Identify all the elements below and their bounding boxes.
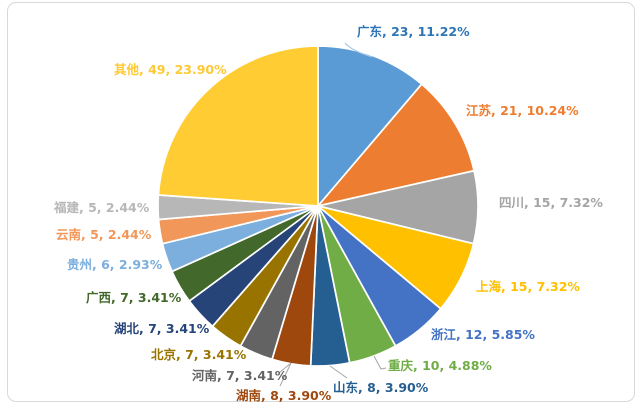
label-leader-line-4 [278, 362, 292, 374]
pie-slice-label-2: 江苏, 21, 10.24% [466, 103, 579, 118]
pie-slice-label-10: 北京, 7, 3.41% [151, 347, 247, 362]
pie-slice-label-5: 浙江, 12, 5.85% [431, 327, 535, 342]
pie-slice-label-9: 河南, 7, 3.41% [192, 368, 288, 383]
label-leader-line-1 [344, 42, 373, 58]
pie-slice-label-1: 广东, 23, 11.22% [357, 24, 470, 39]
pie-slice-label-13: 贵州, 6, 2.93% [67, 257, 163, 272]
label-leader-line-2 [373, 355, 387, 370]
pie-slice-label-7: 山东, 8, 3.90% [333, 380, 429, 395]
pie-slice-label-14: 云南, 5, 2.44% [56, 227, 152, 242]
pie-slice-label-15: 福建, 5, 2.44% [54, 200, 150, 215]
pie-slice-label-8: 湖南, 8, 3.90% [236, 388, 332, 403]
pie-slice-label-16: 其他, 49, 23.90% [114, 62, 227, 77]
pie-slice-2 [317, 83, 475, 207]
label-leader-line-3 [329, 365, 348, 379]
pie-slice-label-6: 重庆, 10, 4.88% [388, 358, 492, 373]
pie-slice-1 [317, 45, 423, 207]
pie-slice-label-12: 广西, 7, 3.41% [86, 290, 182, 305]
label-leader-line-5 [279, 362, 292, 387]
pie-slice-label-11: 湖北, 7, 3.41% [114, 321, 210, 336]
pie-slice-label-3: 四川, 15, 7.32% [499, 195, 603, 210]
pie-slice-16 [157, 45, 319, 207]
pie-slice-label-4: 上海, 15, 7.32% [476, 279, 580, 294]
